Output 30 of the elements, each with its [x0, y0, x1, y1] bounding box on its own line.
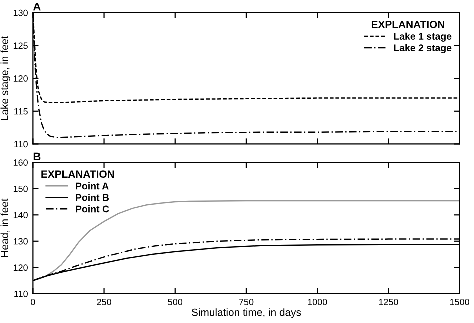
chart-title: B	[34, 152, 41, 161]
legend-label: Lake 2 stage	[394, 44, 452, 54]
legend-label: Lake 1 stage	[394, 32, 452, 42]
x-tick-label: 1250	[379, 299, 398, 306]
y-tick-label: 110	[14, 290, 28, 298]
y-tick-label: 130	[14, 238, 28, 245]
legend-title: EXPLANATION	[42, 170, 114, 178]
y-tick-label: 150	[14, 186, 28, 192]
x-tick-label: 500	[168, 299, 183, 306]
x-tick-label: 0	[31, 299, 36, 306]
y-tick-label: 140	[14, 212, 28, 218]
chart-title: A	[33, 2, 41, 11]
y-tick-label: 160	[14, 160, 28, 166]
y-tick-label: 130	[14, 10, 28, 16]
x-tick-label: 1000	[308, 299, 328, 306]
y-axis-title: Lake stage, in feet	[0, 36, 10, 120]
legend-label: Point C	[76, 206, 110, 213]
y-axis-title: Head, in feet	[0, 198, 10, 257]
x-tick-label: 250	[97, 299, 112, 306]
y-tick-label: 125	[14, 42, 28, 50]
x-tick-label: 750	[239, 299, 254, 306]
y-tick-label: 115	[14, 108, 28, 115]
x-axis-title: Simulation time, in days	[192, 308, 302, 318]
legend-label: Point B	[76, 194, 110, 202]
legend-label: Point A	[76, 182, 109, 190]
legend-title: EXPLANATION	[372, 20, 444, 28]
y-tick-label: 120	[14, 76, 28, 82]
x-tick-label: 1500	[450, 299, 470, 306]
y-tick-label: 110	[14, 141, 28, 148]
y-tick-label: 120	[14, 264, 28, 272]
